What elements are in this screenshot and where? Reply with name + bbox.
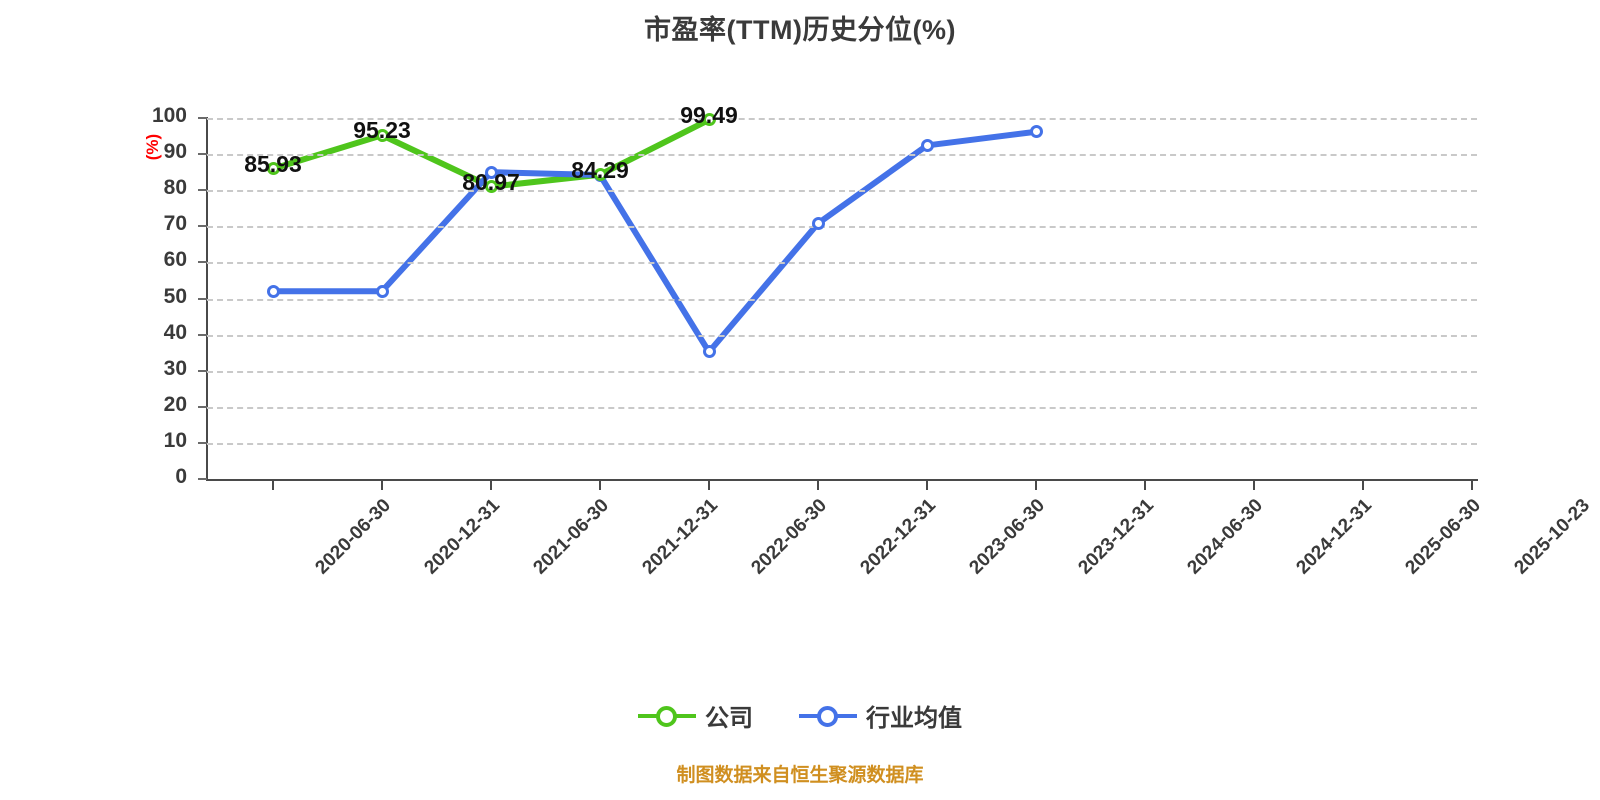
x-axis-tick <box>599 480 601 490</box>
y-axis-tick-label: 20 <box>163 392 187 416</box>
y-axis-tick-label: 80 <box>163 176 187 200</box>
x-axis-tick <box>1035 480 1037 490</box>
y-axis-tick-label: 10 <box>163 428 187 452</box>
gridline <box>207 298 1477 301</box>
data-point[interactable] <box>920 138 934 152</box>
y-axis-tick-label: 50 <box>163 284 187 308</box>
data-point-label: 85.93 <box>244 150 302 177</box>
y-axis-tick <box>198 225 207 228</box>
y-axis-tick <box>198 405 207 408</box>
data-point[interactable] <box>484 165 498 179</box>
y-axis-tick-label: 0 <box>175 465 187 488</box>
legend-label-industry: 行业均值 <box>866 705 962 732</box>
x-axis-tick <box>1253 480 1255 490</box>
gridline <box>207 118 1477 120</box>
gridline <box>207 334 1477 337</box>
x-axis-tick-label: 2023-06-30 <box>965 495 1050 579</box>
plot-area <box>198 113 1477 480</box>
y-axis-tick-label: 40 <box>163 320 187 344</box>
legend-item-company[interactable]: 公司 <box>638 698 753 733</box>
x-axis-tick-label: 2024-06-30 <box>1183 495 1268 579</box>
gridline <box>207 154 1477 157</box>
y-axis-tick <box>198 297 207 300</box>
x-axis-tick <box>1144 480 1146 490</box>
data-point-label: 80.97 <box>462 168 520 195</box>
x-axis-tick-label: 2021-12-31 <box>638 495 723 579</box>
page-title: 市盈率(TTM)历史分位(%) <box>644 15 956 45</box>
y-axis-tick <box>198 369 207 372</box>
x-axis-tick-label: 2023-12-31 <box>1074 495 1159 579</box>
y-axis-tick <box>198 333 207 336</box>
legend-label-company: 公司 <box>705 705 753 732</box>
data-point-label: 99.49 <box>680 101 738 128</box>
y-axis-tick-label: 30 <box>163 356 187 380</box>
gridline <box>207 406 1477 409</box>
x-axis-tick <box>1362 480 1364 490</box>
y-axis-tick <box>198 117 207 119</box>
x-axis-tick-label: 2021-06-30 <box>529 495 614 579</box>
gridline <box>207 190 1477 193</box>
data-point[interactable] <box>266 162 280 176</box>
x-axis-tick-label: 2022-12-31 <box>856 495 941 579</box>
x-axis-tick <box>1471 480 1473 490</box>
data-point[interactable] <box>375 128 389 142</box>
y-axis-tick <box>198 261 207 264</box>
data-point[interactable] <box>1029 125 1043 139</box>
data-point[interactable] <box>811 216 825 230</box>
y-axis-tick-label: 90 <box>163 140 187 164</box>
x-axis-tick <box>817 480 819 490</box>
footer-note: 制图数据来自恒生聚源数据库 <box>676 765 924 786</box>
legend-item-industry[interactable]: 行业均值 <box>799 698 962 733</box>
x-axis-tick-label: 2022-06-30 <box>747 495 832 579</box>
series-line-industry <box>270 128 1039 355</box>
data-point[interactable] <box>702 113 716 127</box>
x-axis-tick-label: 2025-10-23 <box>1510 495 1595 579</box>
y-axis-tick-label: 70 <box>163 212 187 236</box>
legend-marker-company-icon <box>638 705 696 727</box>
x-axis-tick <box>490 480 492 490</box>
data-point[interactable] <box>375 284 389 298</box>
y-axis-tick <box>198 153 207 156</box>
x-axis-tick <box>272 480 274 490</box>
legend: 公司 行业均值 <box>0 698 1600 733</box>
x-axis-tick-label: 2024-12-31 <box>1292 495 1377 579</box>
gridline <box>207 262 1477 265</box>
data-point[interactable] <box>593 168 607 182</box>
gridline <box>207 442 1477 445</box>
x-axis-tick-label: 2020-06-30 <box>311 495 396 579</box>
y-axis-tick <box>198 441 207 444</box>
y-axis-tick-label: 60 <box>163 248 187 272</box>
gridline <box>207 370 1477 373</box>
x-axis-tick <box>708 480 710 490</box>
x-axis-tick <box>381 480 383 490</box>
x-axis-tick <box>926 480 928 490</box>
data-point[interactable] <box>484 180 498 194</box>
gridline <box>207 226 1477 229</box>
y-axis-tick-label: 100 <box>151 104 187 127</box>
data-point-label: 84.29 <box>571 156 629 183</box>
data-point[interactable] <box>702 345 716 359</box>
x-axis-line <box>206 479 1478 481</box>
data-point-label: 95.23 <box>353 117 411 144</box>
x-axis-tick-label: 2025-06-30 <box>1401 495 1486 579</box>
y-axis-tick <box>198 478 207 480</box>
legend-marker-industry-icon <box>799 705 857 727</box>
data-point[interactable] <box>266 284 280 298</box>
y-axis-tick <box>198 189 207 192</box>
x-axis-tick-label: 2020-12-31 <box>420 495 505 579</box>
